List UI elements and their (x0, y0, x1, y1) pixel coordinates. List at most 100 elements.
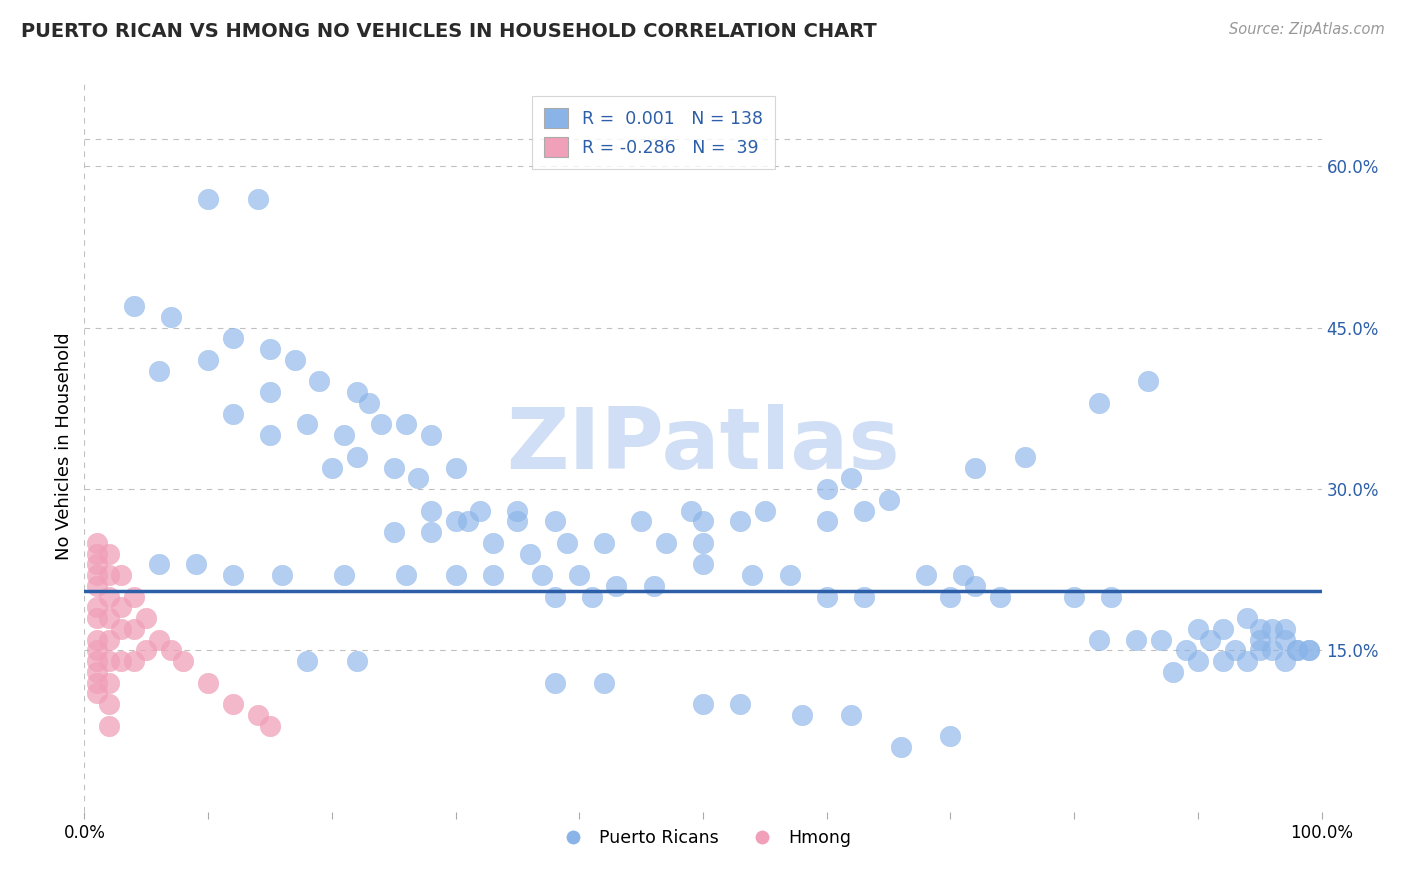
Point (308, 375, 330, 389)
Point (135, 611, 157, 625)
Point (593, 536, 616, 550)
Point (643, 579, 665, 593)
Point (519, 547, 541, 561)
Point (122, 654, 145, 668)
Point (222, 407, 245, 421)
Point (346, 385, 368, 400)
Point (1249, 622, 1271, 636)
Point (1199, 632, 1222, 647)
Point (86, 600, 108, 615)
Point (1274, 632, 1296, 647)
Point (890, 740, 912, 755)
Point (86, 665, 108, 679)
Point (98, 568, 121, 582)
Point (852, 590, 875, 604)
Point (581, 590, 603, 604)
Point (122, 299, 145, 313)
Point (965, 579, 987, 593)
Point (1099, 590, 1122, 604)
Point (1137, 375, 1160, 389)
Point (481, 568, 503, 582)
Point (1261, 643, 1284, 657)
Point (1274, 622, 1296, 636)
Point (1212, 654, 1234, 668)
Point (741, 568, 763, 582)
Point (1236, 654, 1258, 668)
Point (271, 568, 294, 582)
Point (568, 568, 591, 582)
Point (197, 353, 219, 368)
Point (160, 643, 183, 657)
Point (1088, 396, 1111, 410)
Point (965, 460, 987, 475)
Point (1223, 643, 1246, 657)
Point (679, 503, 702, 517)
Point (1125, 632, 1147, 647)
Point (1298, 643, 1320, 657)
Point (728, 697, 751, 711)
Point (1298, 643, 1320, 657)
Point (295, 654, 318, 668)
Point (333, 428, 356, 442)
Point (197, 675, 219, 690)
Point (357, 396, 380, 410)
Point (1187, 622, 1209, 636)
Point (1236, 611, 1258, 625)
Point (605, 579, 627, 593)
Point (122, 590, 145, 604)
Point (321, 460, 343, 475)
Point (86, 558, 108, 572)
Point (86, 654, 108, 668)
Point (988, 590, 1011, 604)
Point (98, 632, 121, 647)
Point (419, 524, 441, 539)
Point (395, 417, 418, 432)
Point (86, 686, 108, 700)
Point (172, 654, 194, 668)
Point (259, 428, 281, 442)
Point (197, 192, 219, 206)
Point (728, 514, 751, 528)
Point (1174, 643, 1197, 657)
Point (246, 707, 269, 722)
Point (160, 310, 183, 324)
Point (841, 471, 863, 485)
Point (655, 536, 678, 550)
Point (841, 707, 863, 722)
Point (98, 697, 121, 711)
Point (1249, 643, 1271, 657)
Text: ZIPatlas: ZIPatlas (506, 404, 900, 488)
Point (246, 192, 269, 206)
Point (1261, 622, 1284, 636)
Point (1150, 632, 1173, 647)
Point (135, 643, 157, 657)
Point (86, 643, 108, 657)
Text: PUERTO RICAN VS HMONG NO VEHICLES IN HOUSEHOLD CORRELATION CHART: PUERTO RICAN VS HMONG NO VEHICLES IN HOU… (21, 22, 877, 41)
Point (86, 568, 108, 582)
Point (222, 331, 245, 345)
Point (1088, 632, 1111, 647)
Point (148, 558, 170, 572)
Point (86, 632, 108, 647)
Point (779, 568, 801, 582)
Point (259, 719, 281, 733)
Point (914, 568, 936, 582)
Point (86, 675, 108, 690)
Point (382, 460, 405, 475)
Point (382, 524, 405, 539)
Point (259, 342, 281, 356)
Point (444, 514, 467, 528)
Point (543, 514, 565, 528)
Text: Source: ZipAtlas.com: Source: ZipAtlas.com (1229, 22, 1385, 37)
Point (1187, 654, 1209, 668)
Point (110, 622, 132, 636)
Point (110, 654, 132, 668)
Point (148, 364, 170, 378)
Point (692, 514, 714, 528)
Point (1249, 632, 1271, 647)
Point (295, 417, 318, 432)
Point (1212, 622, 1234, 636)
Point (939, 590, 962, 604)
Point (370, 417, 392, 432)
Point (346, 450, 368, 464)
